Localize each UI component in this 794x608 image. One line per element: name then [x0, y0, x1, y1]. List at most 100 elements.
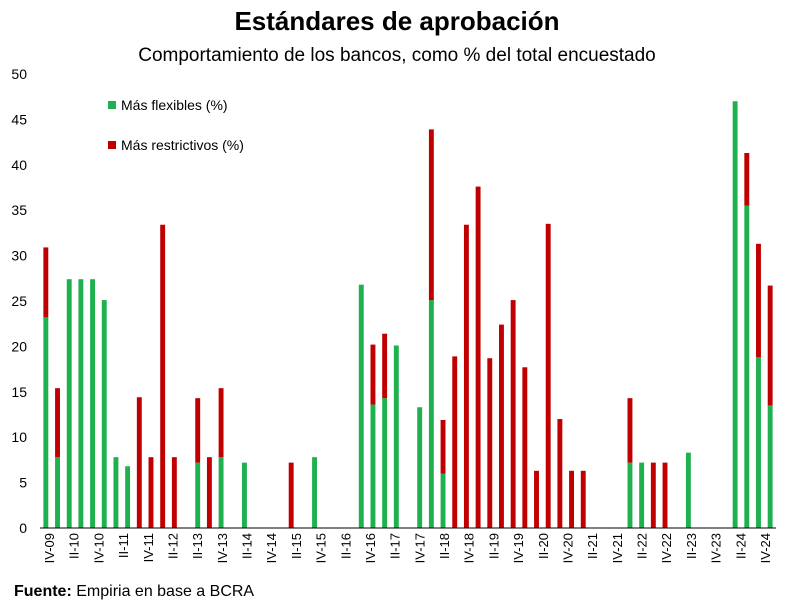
bar-mas-restrictivos	[160, 224, 166, 528]
chart-subtitle: Comportamiento de los bancos, como % del…	[138, 45, 656, 66]
x-tick-label: IV-21	[610, 533, 625, 563]
x-tick-label: IV-20	[560, 533, 575, 563]
bar-mas-restrictivos	[463, 224, 469, 528]
bar-mas-restrictivos	[148, 457, 154, 528]
x-tick-label: II-13	[190, 533, 205, 559]
x-tick-label: II-21	[585, 533, 600, 559]
x-tick-label: IV-23	[709, 533, 724, 563]
bar-mas-flexibles	[218, 457, 224, 528]
x-tick-label: IV-13	[215, 533, 230, 563]
x-tick-label: II-23	[684, 533, 699, 559]
bar-mas-restrictivos	[55, 388, 60, 458]
bar-mas-restrictivos	[195, 398, 201, 463]
x-tick-label: II-14	[240, 533, 255, 559]
bar-mas-restrictivos	[580, 470, 586, 528]
bar-mas-flexibles	[732, 101, 738, 529]
bar-mas-flexibles	[101, 300, 107, 528]
x-tick-label: II-22	[635, 533, 650, 559]
bar-mas-flexibles	[767, 405, 773, 528]
source-label: Fuente:	[14, 583, 72, 600]
x-tick-label: IV-18	[462, 533, 477, 563]
source-note: Fuente: Empiria en base a BCRA	[14, 583, 254, 601]
bar-mas-restrictivos	[475, 186, 481, 529]
bar-mas-flexibles	[78, 279, 84, 528]
y-tick-label: 20	[11, 338, 27, 354]
x-tick-label: II-24	[733, 533, 748, 559]
bar-mas-flexibles	[66, 279, 72, 528]
x-tick-label: II-16	[338, 533, 353, 559]
bar-mas-restrictivos	[136, 397, 142, 528]
x-tick-label: II-12	[165, 533, 180, 559]
bar-mas-flexibles	[382, 398, 388, 528]
bar-mas-restrictivos	[206, 457, 212, 528]
bar-mas-flexibles	[440, 473, 446, 528]
y-tick-label: 5	[19, 475, 27, 491]
bar-mas-restrictivos	[650, 462, 656, 528]
bar-mas-restrictivos	[767, 285, 773, 406]
x-tick-label: IV-16	[363, 533, 378, 563]
bar-mas-restrictivos	[288, 462, 294, 528]
legend-swatch	[108, 101, 116, 109]
bar-mas-restrictivos	[370, 344, 376, 405]
x-tick-label: IV-10	[91, 533, 106, 563]
x-tick-label: II-10	[67, 533, 82, 559]
x-tick-label: II-20	[536, 533, 551, 559]
bar-mas-flexibles	[370, 404, 376, 528]
bar-mas-restrictivos	[171, 457, 177, 528]
legend-swatch	[108, 141, 116, 149]
y-tick-label: 45	[11, 111, 27, 127]
y-tick-label: 40	[11, 157, 27, 173]
bar-mas-restrictivos	[522, 367, 528, 528]
y-tick-label: 0	[19, 520, 27, 536]
bar-mas-restrictivos	[452, 356, 458, 528]
x-tick-label: IV-22	[659, 533, 674, 563]
x-tick-label: IV-17	[412, 533, 427, 563]
bar-mas-restrictivos	[569, 470, 575, 528]
chart-title: Estándares de aprobación	[234, 6, 560, 36]
x-tick-label: II-15	[289, 533, 304, 559]
x-tick-label: IV-11	[141, 533, 156, 562]
bar-mas-flexibles	[744, 205, 750, 528]
bar-mas-restrictivos	[627, 398, 633, 463]
legend-label: Más flexibles (%)	[121, 97, 228, 113]
bar-mas-flexibles	[90, 279, 96, 528]
x-tick-label: IV-24	[758, 533, 773, 563]
bar-mas-restrictivos	[487, 358, 493, 528]
x-tick-label: II-18	[437, 533, 452, 559]
bar-mas-flexibles	[43, 317, 49, 528]
bar-mas-flexibles	[358, 284, 364, 528]
bar-mas-restrictivos	[499, 324, 504, 528]
bar-mas-flexibles	[639, 462, 645, 528]
y-tick-label: 15	[11, 384, 27, 400]
x-tick-label: II-11	[116, 533, 131, 558]
bar-mas-flexibles	[195, 462, 201, 528]
bar-chart: 0 5 10 15 20 25 30 35 40 45 50 IV-09 II-10 IV-10 II-11…	[11, 66, 776, 563]
bar-mas-flexibles	[393, 345, 399, 528]
y-tick-label: 30	[11, 248, 27, 264]
source-text: Empiria en base a BCRA	[76, 583, 255, 600]
bar-mas-restrictivos	[756, 243, 761, 358]
bar-mas-restrictivos	[662, 462, 668, 528]
bar-mas-flexibles	[312, 457, 317, 528]
bar-mas-restrictivos	[545, 223, 551, 528]
y-tick-label: 10	[11, 429, 27, 445]
bar-mas-flexibles	[627, 462, 633, 528]
bar-mas-restrictivos	[534, 470, 539, 528]
y-tick-label: 35	[11, 202, 27, 218]
bar-mas-restrictivos	[744, 152, 750, 206]
x-tick-label: II-17	[388, 533, 403, 559]
bar-mas-flexibles	[417, 407, 423, 528]
x-tick-label: IV-19	[511, 533, 526, 563]
bar-mas-restrictivos	[382, 333, 388, 399]
bar-mas-flexibles	[241, 462, 247, 528]
bar-mas-restrictivos	[440, 419, 446, 474]
bar-mas-flexibles	[125, 466, 131, 528]
bar-mas-restrictivos	[218, 388, 224, 458]
bar-mas-flexibles	[685, 452, 691, 528]
bar-mas-flexibles	[113, 457, 119, 528]
bar-mas-flexibles	[55, 457, 60, 528]
bar-mas-restrictivos	[557, 419, 563, 528]
y-tick-label: 25	[11, 293, 27, 309]
bar-mas-restrictivos	[510, 300, 516, 528]
x-tick-label: IV-14	[264, 533, 279, 563]
